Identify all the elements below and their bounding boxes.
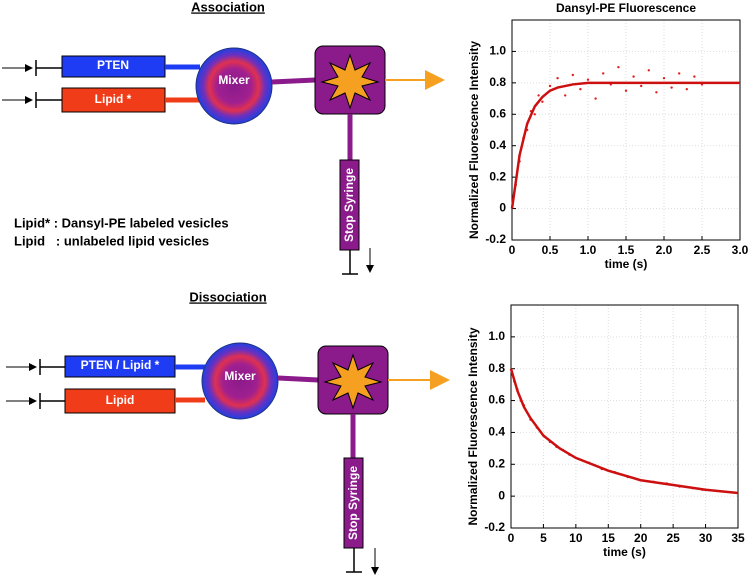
data-point <box>586 78 590 81</box>
x-tick-label: 25 <box>666 531 680 545</box>
legend-line: Lipid : unlabeled lipid vesicles <box>14 233 209 248</box>
data-point <box>579 87 582 91</box>
data-point <box>617 65 620 69</box>
x-tick-label: 3.0 <box>732 243 749 257</box>
data-point <box>571 73 574 77</box>
y-axis-label: Normalized Fluorescence Intensity <box>466 327 480 525</box>
data-point <box>548 84 552 88</box>
syringe-label: PTEN <box>97 58 129 72</box>
flash <box>323 353 383 410</box>
data-point <box>541 100 544 103</box>
syringe <box>61 87 166 113</box>
stop-label: Stop Syringe <box>342 168 356 242</box>
syringe-label: PTEN / Lipid * <box>81 358 160 372</box>
data-point <box>685 87 688 91</box>
flash <box>320 53 380 110</box>
syringe-label: Lipid * <box>95 92 132 106</box>
stop-label: Stop Syringe <box>346 466 360 540</box>
syringe <box>64 388 176 414</box>
mixer <box>195 47 273 125</box>
x-tick-label: 0 <box>509 243 516 257</box>
mixer <box>201 342 279 420</box>
x-tick-label: 2.5 <box>694 243 711 257</box>
x-tick-label: 10 <box>569 531 583 545</box>
section-title: Dissociation <box>189 289 266 304</box>
y-tick-label: -0.2 <box>485 232 506 246</box>
y-tick-label: 0.4 <box>489 138 506 152</box>
y-tick-label: -0.2 <box>484 520 505 534</box>
y-tick-label: 0 <box>499 201 506 215</box>
x-tick-label: 0 <box>508 531 515 545</box>
data-point <box>556 76 559 80</box>
data-point <box>624 89 628 92</box>
x-tick-label: 15 <box>602 531 616 545</box>
data-point <box>670 86 673 89</box>
x-tick-label: 5 <box>540 531 547 545</box>
fit-line <box>509 368 739 495</box>
x-axis-label: time (s) <box>605 257 648 271</box>
y-tick-label: 0 <box>498 488 505 502</box>
y-axis-label: Normalized Fluorescence Intensity <box>467 41 481 239</box>
data-point <box>655 91 658 94</box>
association-diagram: Association PTEN Lipid * Mixer Stop Syri… <box>2 0 445 275</box>
x-tick-label: 20 <box>634 531 648 545</box>
mixer-label: Mixer <box>224 369 256 383</box>
data-point <box>533 113 536 116</box>
y-tick-label: 0.8 <box>488 361 505 375</box>
data-point <box>632 75 635 78</box>
fit-line <box>510 81 740 209</box>
y-tick-label: 1.0 <box>488 329 505 343</box>
data-point <box>693 75 696 78</box>
y-tick-label: 0.8 <box>489 75 506 89</box>
section-title: Association <box>191 0 265 14</box>
chart-title: Dansyl-PE Fluorescence <box>556 1 696 15</box>
x-tick-label: 1.0 <box>580 243 597 257</box>
dissociation-diagram: Dissociation PTEN / Lipid * Lipid Mixer … <box>6 289 450 575</box>
data-point <box>678 72 681 75</box>
x-tick-label: 2.0 <box>656 243 673 257</box>
legend-line: Lipid* : Dansyl-PE labeled vesicles <box>14 215 229 230</box>
x-axis-label: time (s) <box>603 545 646 559</box>
x-tick-label: 0.5 <box>542 243 559 257</box>
syringe-label: Lipid <box>106 393 135 407</box>
data-point <box>647 69 650 72</box>
data-point <box>602 72 605 75</box>
y-tick-label: 0.2 <box>489 169 506 183</box>
data-point <box>662 76 666 80</box>
data-point <box>537 94 540 97</box>
x-tick-label: 1.5 <box>618 243 635 257</box>
y-tick-label: 0.4 <box>488 425 505 439</box>
y-tick-label: 1.0 <box>489 44 506 58</box>
x-tick-label: 30 <box>699 531 713 545</box>
data-point <box>640 84 643 88</box>
y-tick-label: 0.6 <box>489 106 506 120</box>
y-tick-label: 0.2 <box>488 456 505 470</box>
y-tick-label: 0.6 <box>488 393 505 407</box>
data-point <box>564 94 567 97</box>
x-tick-label: 35 <box>731 531 745 545</box>
plot-frame <box>511 19 741 241</box>
mixer-label: Mixer <box>218 73 250 87</box>
data-point <box>594 97 597 100</box>
plot-frame <box>510 304 739 529</box>
